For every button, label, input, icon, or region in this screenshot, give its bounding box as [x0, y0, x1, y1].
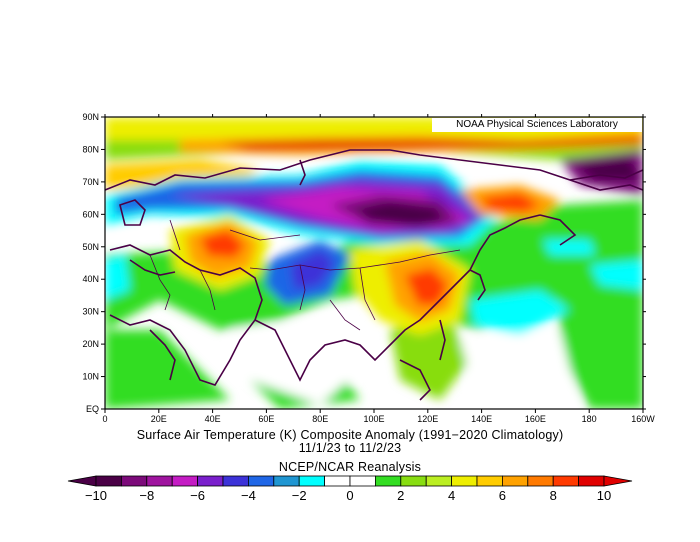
colorbar-swatch [222, 475, 249, 487]
colorbar-label: −2 [292, 488, 307, 503]
colorbar-swatch [527, 475, 554, 487]
longitude-axis: 0 20E 40E 60E 80E 100E 120E 140E 160E 180 160W [102, 114, 655, 424]
colorbar-arrow-left [67, 475, 97, 487]
lat-tick-label: 40N [82, 274, 99, 284]
lon-tick-label: 0 [102, 414, 107, 424]
map-title: Surface Air Temperature (K) Composite An… [136, 428, 564, 442]
colorbar-swatch [121, 475, 148, 487]
lon-tick-label: 160W [631, 414, 655, 424]
colorbar-arrow-right [603, 475, 633, 487]
colorbar-label: 0 [346, 488, 353, 503]
lon-tick-label: 80E [312, 414, 328, 424]
colorbar-swatch [578, 475, 605, 487]
borders [149, 219, 461, 331]
colorbar-swatch [451, 475, 478, 487]
colorbar-label: 6 [499, 488, 506, 503]
colorbar-swatch [298, 475, 326, 487]
colorbar-label: −4 [241, 488, 256, 503]
colorbar-swatch [400, 475, 427, 487]
lat-tick-label: 60N [82, 209, 99, 219]
colorbar-swatch [146, 475, 173, 487]
colorbar-swatch [476, 475, 503, 487]
colorbar-label: 10 [597, 488, 611, 503]
colorbar-swatch [171, 475, 198, 487]
lat-tick-label: 10N [82, 372, 99, 382]
lon-tick-label: 180 [582, 414, 597, 424]
lat-tick-label: 70N [82, 177, 99, 187]
colorbar-label: −6 [190, 488, 205, 503]
colorbar-label: 2 [397, 488, 404, 503]
colorbar-swatch [501, 475, 529, 487]
colorbar-label: −10 [85, 488, 107, 503]
lon-tick-label: 40E [205, 414, 221, 424]
lon-tick-label: 140E [471, 414, 492, 424]
colorbar-swatch [324, 475, 351, 487]
colorbar-swatch [349, 475, 376, 487]
lat-tick-label: 90N [82, 112, 99, 122]
colorbar-swatch [95, 475, 122, 487]
colorbar-label: 4 [448, 488, 455, 503]
lat-tick-label: EQ [86, 404, 99, 414]
colorbar-swatch [273, 475, 300, 487]
lon-tick-label: 160E [525, 414, 546, 424]
lon-tick-label: 120E [417, 414, 438, 424]
colorbar-swatch [247, 475, 275, 487]
date-range: 11/1/23 to 11/2/23 [298, 441, 402, 455]
colorbar-swatch [374, 475, 402, 487]
latitude-axis: 90N 80N 70N 60N 50N 40N 30N 20N 10N EQ [82, 112, 646, 414]
coastlines [105, 149, 643, 401]
color-scale-bar: −10 −8 −6 −4 −2 0 2 4 6 8 10 [67, 475, 633, 503]
lon-tick-label: 20E [151, 414, 167, 424]
colorbar-label: −8 [139, 488, 154, 503]
lat-tick-label: 20N [82, 339, 99, 349]
lat-tick-label: 50N [82, 242, 99, 252]
data-source: NCEP/NCAR Reanalysis [278, 460, 422, 474]
colorbar-label: 8 [550, 488, 557, 503]
colorbar-swatch [197, 475, 224, 487]
lat-tick-label: 80N [82, 144, 99, 154]
colorbar-swatch [552, 475, 580, 487]
lon-tick-label: 60E [258, 414, 274, 424]
lon-tick-label: 100E [363, 414, 384, 424]
credit-label: NOAA Physical Sciences Laboratory [432, 118, 642, 132]
colorbar-swatch [425, 475, 453, 487]
lat-tick-label: 30N [82, 307, 99, 317]
